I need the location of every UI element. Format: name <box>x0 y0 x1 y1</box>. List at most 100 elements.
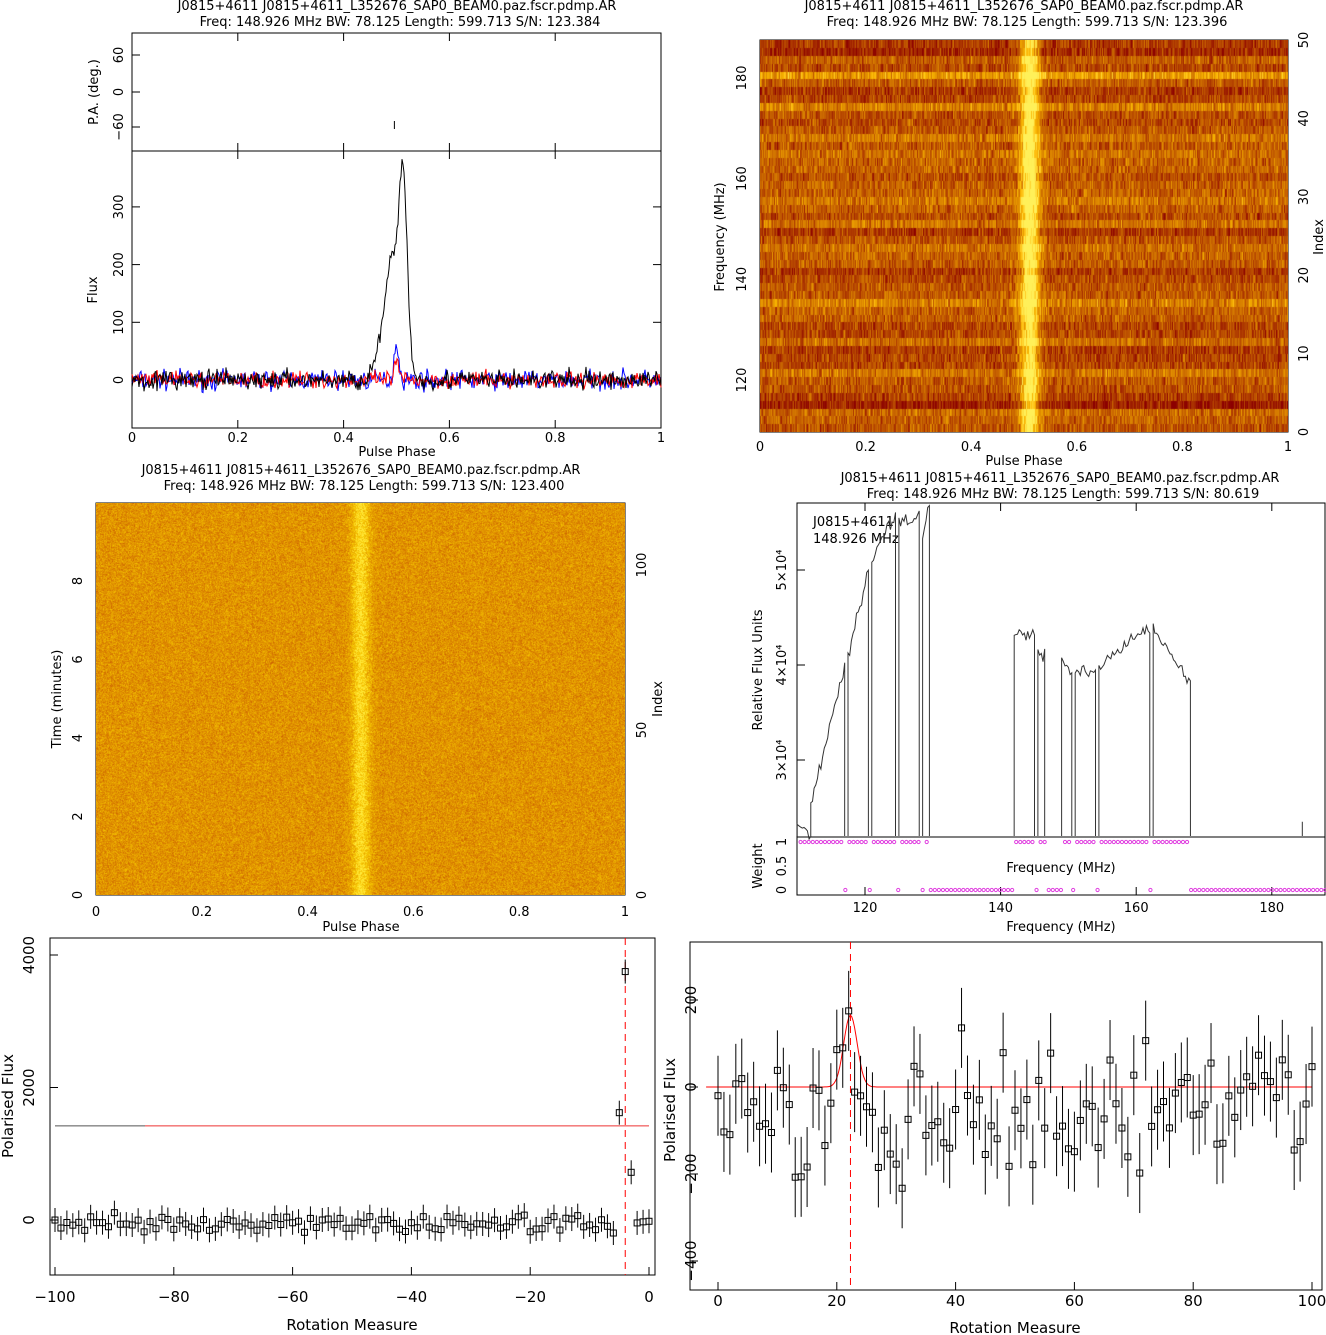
data-point <box>110 1209 118 1217</box>
y-tick-label: 50 <box>635 722 650 739</box>
weight-point <box>908 839 913 845</box>
data-point <box>1207 1059 1215 1067</box>
weight-point <box>1034 887 1039 893</box>
x-tick-label: 140 <box>988 901 1013 916</box>
weight-point <box>1172 839 1177 845</box>
y-tick-label: 0 <box>112 88 127 96</box>
panel1-title: J0815+4611 J0815+4611_L352676_SAP0_BEAM0… <box>177 0 617 14</box>
data-point <box>419 1213 427 1221</box>
data-point <box>1165 1124 1173 1132</box>
weight-point <box>1071 887 1076 893</box>
data-point <box>987 1122 995 1130</box>
weight-point <box>904 839 909 845</box>
bandpass-line <box>796 504 1303 841</box>
weight-point <box>1038 839 1043 845</box>
data-point <box>863 1103 870 1111</box>
weight-point <box>887 839 893 845</box>
data-point <box>886 1150 894 1158</box>
y-tick-label: 100 <box>112 310 127 335</box>
data-point <box>253 1226 261 1234</box>
bandpass-frame <box>796 502 1326 838</box>
weight-point <box>1152 839 1157 845</box>
y-tick-label: 180 <box>735 65 750 90</box>
data-point <box>217 1220 225 1228</box>
x-axis-label: Frequency (MHz) <box>1006 920 1115 935</box>
data-point <box>306 1214 314 1222</box>
data-point <box>295 1217 303 1225</box>
x-tick-label: 20 <box>827 1292 846 1310</box>
x-tick-label: 120 <box>853 901 878 916</box>
data-point <box>821 1142 829 1150</box>
data-point <box>1171 1089 1179 1097</box>
weight-point <box>1290 887 1295 893</box>
right-axis-label: Index <box>651 681 666 717</box>
data-point <box>1035 1076 1043 1084</box>
x-tick-label: 1 <box>1284 440 1292 455</box>
y-tick-label: 100 <box>635 553 650 578</box>
data-point <box>1225 1092 1233 1100</box>
data-point <box>1148 1122 1156 1130</box>
y-tick-label: 60 <box>112 47 127 64</box>
weight-point <box>851 839 856 845</box>
data-point <box>140 1228 148 1236</box>
y-axis-label: Polarised Flux <box>661 1058 679 1162</box>
right-axis-label: Index <box>1312 219 1326 255</box>
data-point <box>390 1219 398 1227</box>
data-point <box>1112 1100 1120 1108</box>
weight-point <box>936 887 942 893</box>
weight-point <box>1005 887 1011 893</box>
data-point <box>958 1024 966 1032</box>
x-tick-label: 0.4 <box>333 431 354 446</box>
weight-point <box>1302 887 1308 893</box>
frequency-phase-heatmap <box>760 40 1288 432</box>
weight-point <box>879 839 885 845</box>
data-point <box>1059 1122 1067 1130</box>
x-tick-label: 0.6 <box>439 431 460 446</box>
weight-point <box>814 839 819 845</box>
data-point <box>868 1108 876 1116</box>
y-tick-label: 2000 <box>20 1068 38 1106</box>
data-point <box>815 1086 823 1094</box>
x-tick-label: 0 <box>128 431 136 446</box>
data-point <box>491 1216 499 1224</box>
weight-point <box>1221 887 1226 893</box>
weight-point <box>1030 839 1035 845</box>
weight-point <box>1018 839 1023 845</box>
y-tick-label: 0 <box>20 1215 38 1225</box>
data-point <box>152 1225 160 1233</box>
weight-point <box>863 839 868 845</box>
weight-point <box>1087 839 1092 845</box>
x-tick-label: 100 <box>1298 1292 1326 1310</box>
weight-point <box>957 887 962 893</box>
weight-point <box>892 839 897 845</box>
data-point <box>934 1118 942 1126</box>
weight-point <box>1140 839 1145 845</box>
data-point <box>1053 1132 1061 1140</box>
x-tick-label: 0.2 <box>227 431 248 446</box>
weight-point <box>1156 839 1161 845</box>
weight-point <box>928 887 933 893</box>
data-point <box>1195 1110 1203 1118</box>
weight-point <box>1266 887 1271 893</box>
data-point <box>200 1216 207 1224</box>
x-tick-label: −100 <box>34 1288 75 1306</box>
y-tick-label: 4 <box>71 734 86 742</box>
weight-point <box>1245 887 1251 893</box>
panel4-subtitle: Freq: 148.926 MHz BW: 78.125 Length: 599… <box>867 487 1259 502</box>
weight-point <box>883 839 889 845</box>
data-point <box>277 1221 285 1229</box>
weight-point <box>1001 887 1007 893</box>
profile-line-circular <box>131 344 662 394</box>
x-tick-label: 0.4 <box>961 440 982 455</box>
weight-point <box>1282 887 1287 893</box>
data-point <box>1154 1106 1162 1114</box>
data-point <box>1255 1051 1263 1059</box>
y-tick-label: 1 <box>775 838 790 846</box>
data-point <box>1237 1086 1245 1094</box>
weight-point <box>1229 887 1234 893</box>
data-point <box>1142 1037 1150 1045</box>
data-point <box>271 1214 279 1222</box>
data-point <box>1183 1074 1191 1082</box>
weight-point <box>1189 887 1194 893</box>
data-point <box>827 1099 835 1107</box>
